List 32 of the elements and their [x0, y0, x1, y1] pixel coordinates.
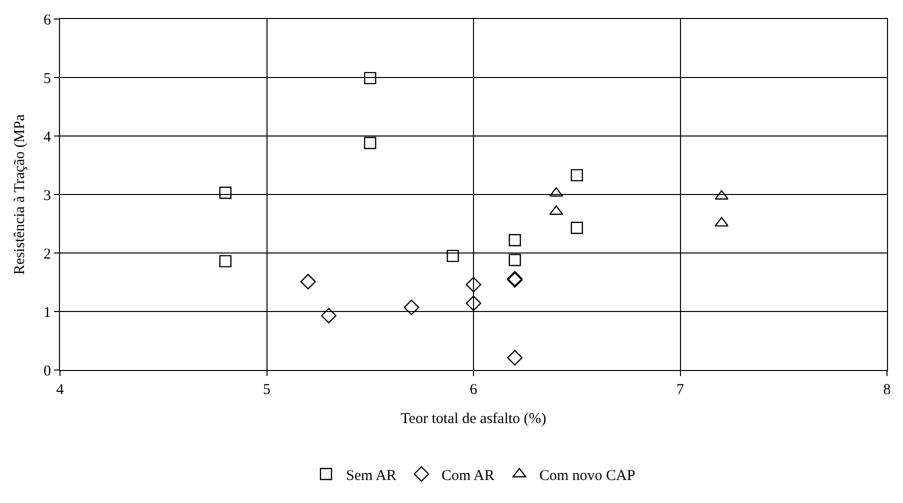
point [446, 250, 459, 262]
legend-label: Com novo CAP [539, 468, 636, 484]
y-tick-label: 4 [44, 129, 52, 146]
y-tick-label: 3 [44, 188, 51, 204]
y-tick-label: 2 [44, 246, 51, 262]
legend-label: Sem AR [346, 468, 396, 484]
point [321, 308, 337, 324]
point [404, 300, 420, 316]
legend-label: Com AR [441, 468, 494, 484]
y-tick-label: 1 [44, 304, 51, 321]
point [508, 254, 521, 266]
x-tick-label: 8 [883, 382, 891, 398]
point [364, 136, 376, 150]
point [219, 186, 232, 199]
x-tick-label: 7 [676, 382, 684, 398]
point [466, 296, 482, 312]
y-axis-title: Resistência à Tração (MPa [12, 114, 28, 275]
x-tick-label: 6 [470, 382, 478, 398]
point [219, 255, 232, 268]
point [300, 274, 316, 290]
point [507, 350, 523, 366]
y-tick-label: 5 [44, 70, 51, 87]
point [466, 276, 482, 292]
x-tick-label: 5 [263, 382, 270, 398]
point [364, 72, 376, 84]
point [570, 222, 583, 234]
point [508, 234, 521, 246]
x-tick-label: 4 [56, 382, 64, 398]
point [570, 169, 583, 182]
y-tick-label: 0 [44, 363, 51, 380]
y-tick-label: 6 [44, 12, 52, 28]
x-axis-title: Teor total de asfalto (%) [400, 411, 546, 427]
